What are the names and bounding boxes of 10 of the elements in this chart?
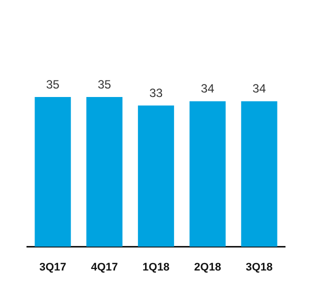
data-label: 34 [252,82,266,96]
data-label: 35 [46,77,60,92]
x-tick-label: 1Q18 [142,261,170,274]
data-label: 34 [200,82,215,96]
data-label: 35 [98,77,112,92]
x-tick-label: 2Q18 [194,261,222,274]
x-tick-label: 4Q17 [90,261,118,274]
data-label: 33 [149,86,163,100]
x-tick-label: 3Q17 [39,261,66,274]
x-tick-label: 3Q18 [246,261,273,274]
